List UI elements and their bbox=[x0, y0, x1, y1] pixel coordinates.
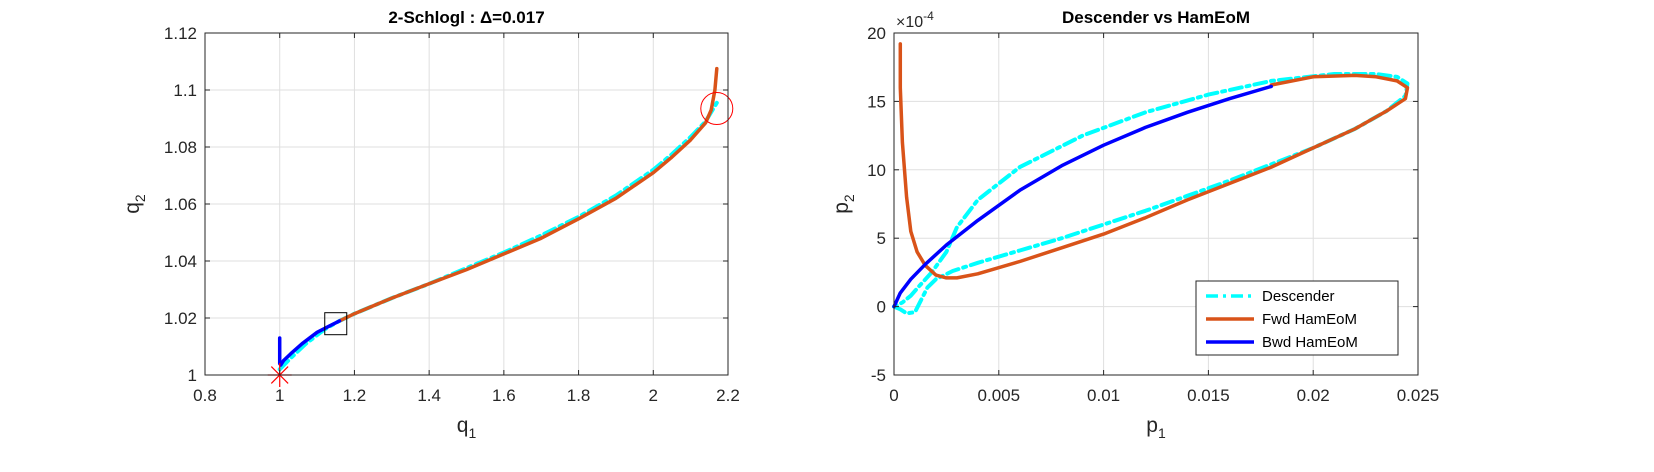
series-group-right bbox=[892, 42, 1410, 316]
x-tick-label: 2.2 bbox=[716, 386, 740, 405]
y-tick-label: -5 bbox=[871, 366, 886, 385]
x-tick-label: 1.6 bbox=[492, 386, 516, 405]
x-tick-label: 0.005 bbox=[978, 386, 1021, 405]
plot-title-left: 2-Schlogl : Δ=0.017 bbox=[388, 8, 544, 27]
x-axis-title-left: q1 bbox=[457, 414, 477, 441]
x-tick-label: 1 bbox=[275, 386, 284, 405]
y-tick-label: 1.1 bbox=[173, 81, 197, 100]
y-axis-title-right: p2 bbox=[830, 194, 857, 214]
y-tick-label: 1.12 bbox=[164, 24, 197, 43]
legend-label: Bwd HamEoM bbox=[1262, 334, 1358, 351]
plot-title-right: Descender vs HamEoM bbox=[1062, 8, 1250, 27]
y-tick-label: 15 bbox=[867, 92, 886, 111]
y-exponent-base: ×10 bbox=[896, 14, 923, 31]
x-tick-label: 0.025 bbox=[1397, 386, 1440, 405]
series-line-bwd-hameom bbox=[892, 84, 1274, 309]
y-tick-label: 1.02 bbox=[164, 309, 197, 328]
y-exponent-power: -4 bbox=[923, 9, 934, 23]
x-tick-label: 0 bbox=[889, 386, 898, 405]
x-tick-label: 0.015 bbox=[1187, 386, 1230, 405]
x-axis-title-right: p1 bbox=[1146, 414, 1166, 441]
y-exponent-label: ×10-4 bbox=[896, 9, 934, 31]
x-axis-title-right-main: p bbox=[1146, 414, 1158, 437]
y-axis-title-right-main: p bbox=[830, 202, 853, 214]
x-axis-title-left-main: q bbox=[457, 414, 469, 437]
series-line-2 bbox=[277, 319, 342, 367]
ticks-left: 0.8 1 1.2 1.4 1.6 1.8 2 2.211.021.041.061.081.1… bbox=[164, 24, 740, 405]
switch-point-square bbox=[324, 312, 348, 336]
x-tick-label: 1.2 bbox=[343, 386, 367, 405]
chart-q-plane: 0.8 1 1.2 1.4 1.6 1.8 2 2.211.021.041.061.081.1… bbox=[121, 8, 740, 441]
series-group-left bbox=[277, 66, 719, 372]
y-axis-title-left: q2 bbox=[121, 194, 148, 214]
y-tick-label: 1 bbox=[188, 366, 197, 385]
x-tick-label: 0.8 bbox=[193, 386, 217, 405]
y-tick-label: 1.06 bbox=[164, 195, 197, 214]
x-axis-title-left-sub: 1 bbox=[468, 425, 476, 441]
y-axis-title-left-sub: 2 bbox=[132, 194, 148, 202]
x-tick-label: 0.02 bbox=[1297, 386, 1330, 405]
legend-label: Fwd HamEoM bbox=[1262, 311, 1357, 328]
x-tick-label: 2 bbox=[649, 386, 658, 405]
y-tick-label: 5 bbox=[877, 229, 886, 248]
axes-frame-right bbox=[893, 32, 1419, 376]
y-tick-label: 1.08 bbox=[164, 138, 197, 157]
x-tick-label: 1.8 bbox=[567, 386, 591, 405]
y-tick-label: 0 bbox=[877, 298, 886, 317]
y-tick-label: 20 bbox=[867, 24, 886, 43]
series-line-fwd-hameom bbox=[898, 42, 1410, 280]
y-axis-title-left-main: q bbox=[121, 202, 144, 214]
series-line-1 bbox=[337, 66, 719, 323]
y-tick-label: 1.04 bbox=[164, 252, 197, 271]
legend: Descender Fwd HamEoM Bwd HamEoM bbox=[1195, 280, 1399, 356]
x-tick-label: 0.01 bbox=[1087, 386, 1120, 405]
y-tick-label: 10 bbox=[867, 161, 886, 180]
y-axis-title-right-sub: 2 bbox=[841, 194, 857, 202]
end-point-circle bbox=[700, 92, 734, 126]
legend-label: Descender bbox=[1262, 288, 1335, 305]
x-tick-label: 1.4 bbox=[417, 386, 441, 405]
x-axis-title-right-sub: 1 bbox=[1158, 425, 1166, 441]
